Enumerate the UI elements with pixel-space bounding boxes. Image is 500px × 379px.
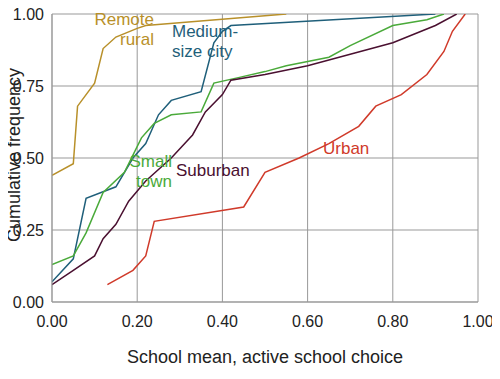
svg-text:0.80: 0.80 (377, 313, 408, 330)
svg-text:1.00: 1.00 (462, 313, 492, 330)
svg-text:0.00: 0.00 (36, 313, 67, 330)
svg-text:0.60: 0.60 (292, 313, 323, 330)
svg-text:1.00: 1.00 (13, 8, 44, 23)
svg-text:0.00: 0.00 (13, 294, 44, 311)
svg-text:0.20: 0.20 (122, 313, 153, 330)
svg-text:0.40: 0.40 (207, 313, 238, 330)
svg-text:School mean, active school cho: School mean, active school choice (127, 347, 403, 367)
